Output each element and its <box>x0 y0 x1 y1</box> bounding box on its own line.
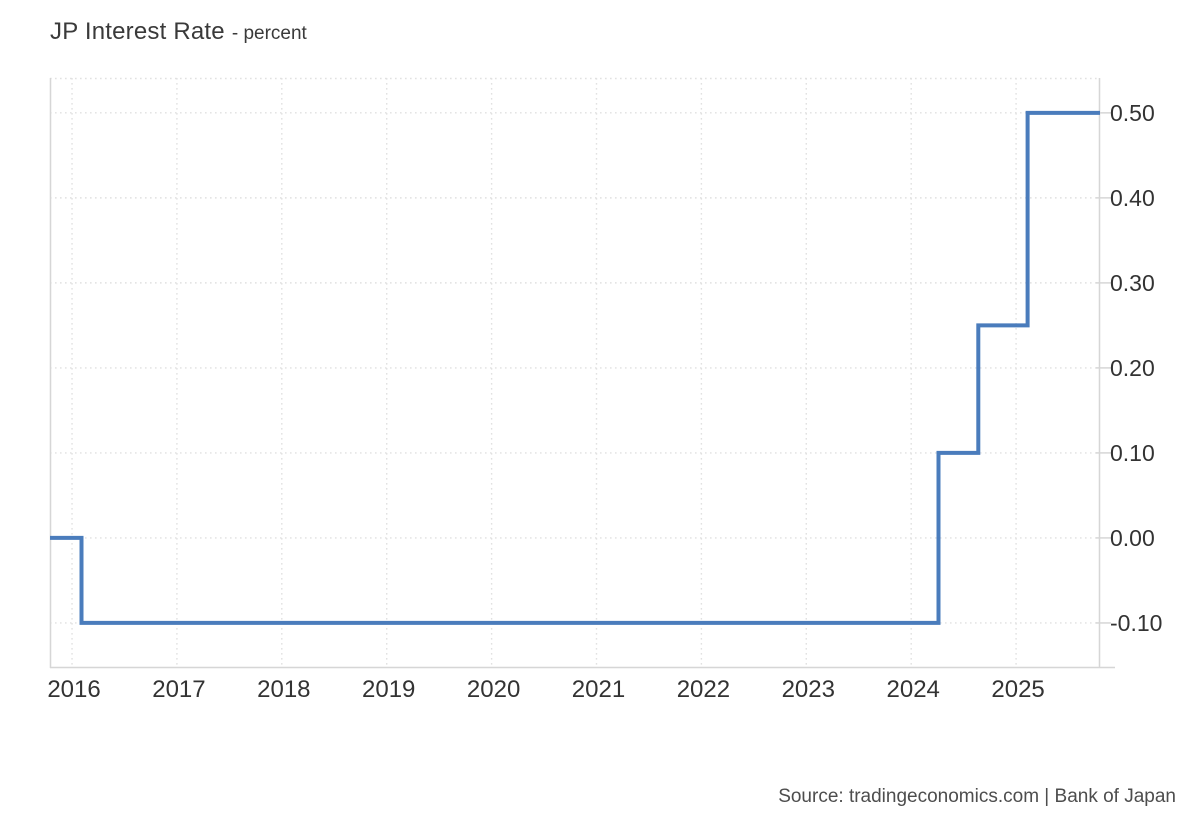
chart-title: JP Interest Rate <box>50 18 225 45</box>
x-tick-label: 2021 <box>571 676 626 703</box>
y-tick-label: 0.40 <box>1110 184 1155 211</box>
x-tick-label: 2023 <box>781 676 835 703</box>
x-tick-label: 2022 <box>676 676 731 703</box>
x-tick-label: 2025 <box>991 676 1045 703</box>
y-tick-label: 0.00 <box>1110 524 1155 551</box>
step-line-chart <box>49 77 1115 669</box>
source-attribution: Source: tradingeconomics.com | Bank of J… <box>778 786 1176 807</box>
rate-step-line[interactable] <box>50 110 1100 625</box>
plot-area[interactable] <box>49 77 1115 669</box>
y-tick-label: 0.10 <box>1110 439 1155 466</box>
x-tick-label: 2020 <box>466 676 521 703</box>
x-tick-label: 2018 <box>257 676 311 703</box>
y-tick-label: -0.10 <box>1110 609 1163 636</box>
x-tick-label: 2024 <box>886 676 940 703</box>
chart-subtitle: - percent <box>231 23 307 44</box>
y-tick-label: 0.20 <box>1110 354 1155 381</box>
x-tick-label: 2019 <box>362 676 416 703</box>
y-tick-label: 0.30 <box>1110 269 1155 296</box>
y-tick-label: 0.50 <box>1110 99 1155 126</box>
x-tick-label: 2016 <box>47 676 101 703</box>
chart-header: JP Interest Rate - percent <box>50 18 307 46</box>
x-tick-label: 2017 <box>152 676 206 703</box>
